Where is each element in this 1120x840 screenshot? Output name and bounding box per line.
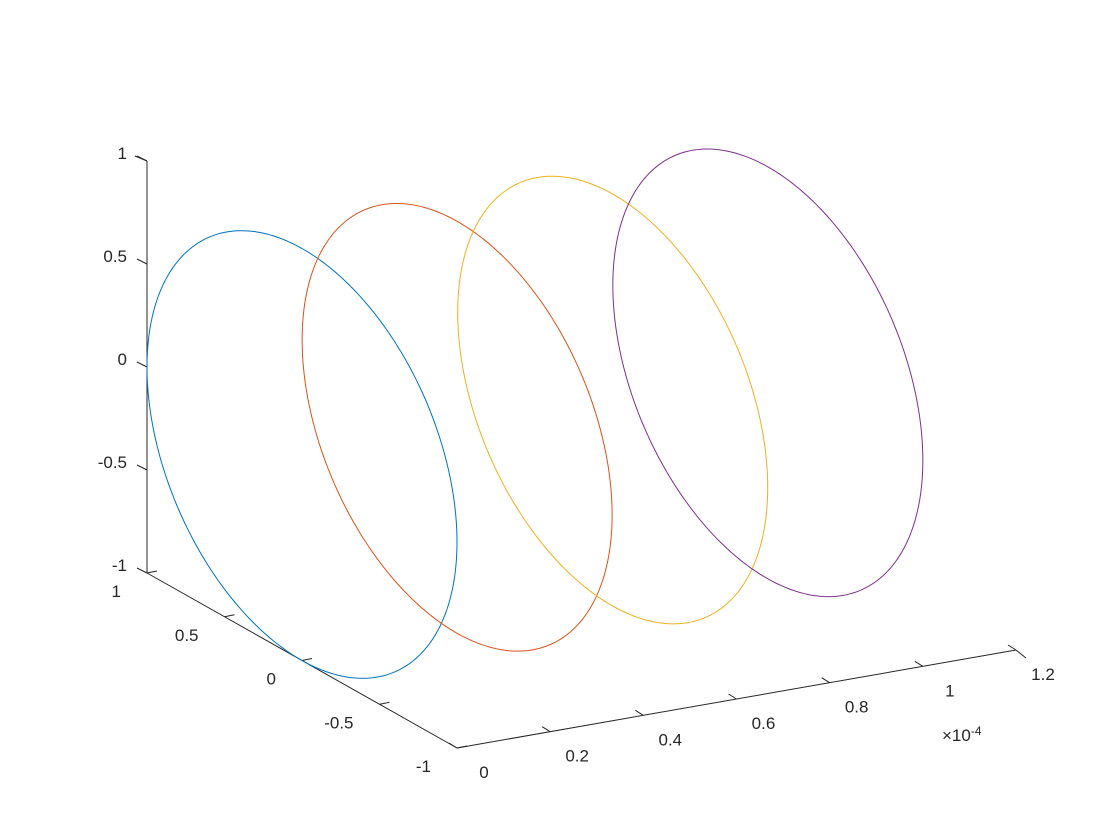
circle-series-2 [301,202,613,652]
x-tick-label: 0.6 [752,714,776,733]
x-tick-mark [448,742,458,749]
z-tick-mark [136,155,148,162]
x-tick-mark [821,677,830,684]
x-tick-label: 1 [945,681,954,700]
z-tick-label: -0.5 [98,453,127,472]
y-tick-label: 0.5 [175,626,199,645]
x-axis-exponent-power: -4 [971,724,982,738]
circle-series-4 [612,148,924,598]
x-axis-exponent-label: ×10-4 [942,724,982,745]
x-tick-mark [541,726,551,733]
y-tick-label: 0 [267,670,276,689]
z-tick-mark [136,258,148,265]
x-tick-label: 0.2 [565,747,589,766]
x-tick-label: 0.4 [659,730,683,749]
x-tick-label: 0.8 [845,698,869,717]
series [146,148,924,679]
z-tick-mark [136,361,148,368]
axes [134,155,1027,749]
x-tick-label: 0 [479,763,488,782]
y-tick-mark [301,658,313,661]
x-axis-exponent-base: ×10 [942,726,971,745]
x-tick-mark [914,660,924,667]
ticks: 0 0.2 0.4 0.6 0.8 1 1.2 -1 -0.5 0 0.5 1 -1 -0.5 0 0.5 1 [98,144,1055,782]
z-tick-label: 1 [118,144,127,163]
y-tick-label: -1 [416,757,431,776]
z-tick-mark [136,567,148,574]
y-tick-label: -0.5 [324,713,353,732]
x-tick-mark [635,709,644,716]
z-tick-mark [136,464,148,471]
circle-series-1 [146,230,458,679]
z-tick-label: 0 [118,350,127,369]
y-tick-mark [379,701,390,705]
z-tick-label: -1 [112,556,127,575]
circle-series-3 [457,175,769,625]
y-tick-mark [146,570,158,574]
y-tick-mark [224,614,235,618]
x-tick-label: 1.2 [1031,665,1055,684]
x-axis-end-stub [1015,649,1027,659]
x-tick-mark [728,693,737,700]
z-tick-label: 0.5 [103,247,127,266]
x-tick-mark [1007,644,1017,651]
y-tick-mark [456,745,468,749]
y-tick-label: 1 [112,582,121,601]
